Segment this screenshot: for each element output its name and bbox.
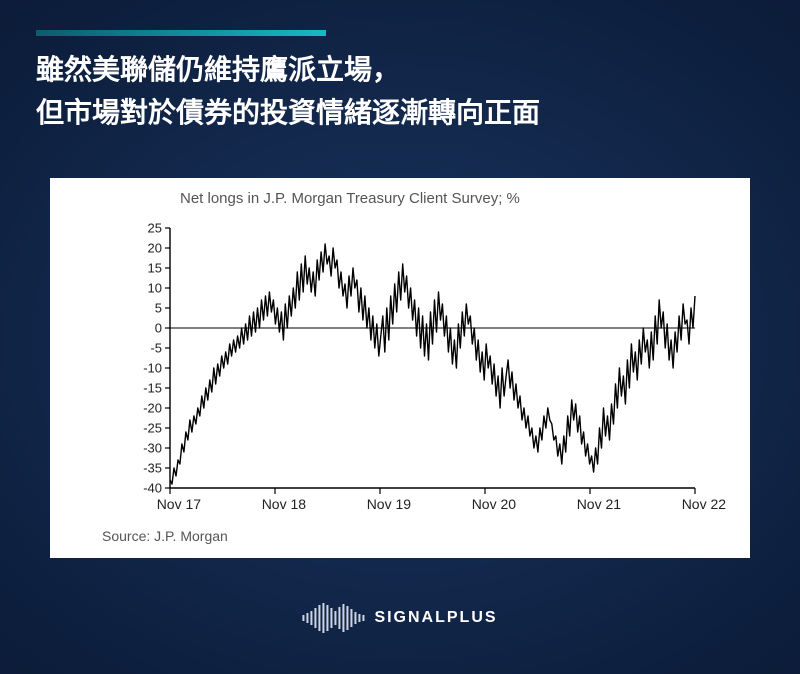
logo-waveform-icon xyxy=(302,602,364,634)
chart-card: Net longs in J.P. Morgan Treasury Client… xyxy=(50,178,750,558)
y-tick-label: -40 xyxy=(143,481,162,496)
y-tick-label: 0 xyxy=(155,321,162,336)
x-tick-label: Nov 17 xyxy=(157,496,201,512)
accent-bar xyxy=(36,30,326,36)
x-tick-label: Nov 20 xyxy=(472,496,516,512)
chart-plot-area: 2520151050-5-10-15-20-25-30-35-40Nov 17N… xyxy=(170,228,695,488)
headline-line1: 雖然美聯儲仍維持鷹派立場， xyxy=(36,48,764,91)
logo-text: SIGNALPLUS xyxy=(374,609,497,627)
chart-title: Net longs in J.P. Morgan Treasury Client… xyxy=(180,190,520,207)
y-tick-label: 5 xyxy=(155,301,162,316)
y-tick-label: -20 xyxy=(143,401,162,416)
y-tick-label: -35 xyxy=(143,461,162,476)
headline: 雖然美聯儲仍維持鷹派立場， 但市場對於債券的投資情緒逐漸轉向正面 xyxy=(36,48,764,135)
y-tick-label: -10 xyxy=(143,361,162,376)
x-tick-label: Nov 19 xyxy=(367,496,411,512)
y-tick-label: -5 xyxy=(150,341,162,356)
line-chart-svg xyxy=(170,228,695,488)
x-tick-label: Nov 22 xyxy=(682,496,726,512)
y-tick-label: -15 xyxy=(143,381,162,396)
y-tick-label: 20 xyxy=(148,241,162,256)
headline-line2: 但市場對於債券的投資情緒逐漸轉向正面 xyxy=(36,91,764,134)
y-tick-label: -30 xyxy=(143,441,162,456)
x-tick-label: Nov 18 xyxy=(262,496,306,512)
chart-source: Source: J.P. Morgan xyxy=(102,528,228,544)
slide-background: 雖然美聯儲仍維持鷹派立場， 但市場對於債券的投資情緒逐漸轉向正面 Net lon… xyxy=(0,0,800,674)
y-tick-label: 25 xyxy=(148,221,162,236)
y-tick-label: -25 xyxy=(143,421,162,436)
brand-logo: SIGNALPLUS xyxy=(302,602,497,634)
x-tick-label: Nov 21 xyxy=(577,496,621,512)
y-tick-label: 10 xyxy=(148,281,162,296)
y-tick-label: 15 xyxy=(148,261,162,276)
